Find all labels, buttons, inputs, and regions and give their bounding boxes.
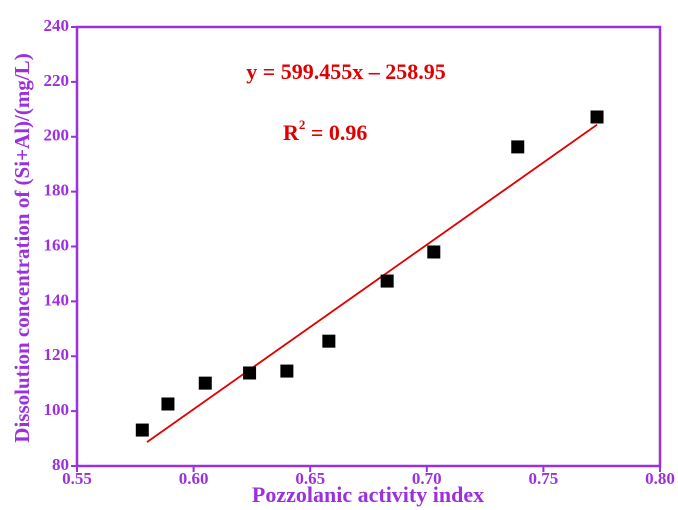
- y-tick-label: 200: [44, 126, 70, 145]
- x-tick-label: 0.60: [179, 469, 209, 488]
- y-tick-label: 180: [44, 181, 70, 200]
- equation: y = 599.455x – 258.95: [246, 59, 446, 84]
- point: [380, 274, 394, 288]
- point: [161, 397, 175, 411]
- y-axis-label: Dissolution concentration of (Si+Al)/(mg…: [10, 53, 34, 442]
- r2-base: R: [283, 120, 300, 145]
- point: [427, 245, 441, 259]
- x-tick-label: 0.70: [412, 469, 442, 488]
- y-tick-label: 140: [44, 290, 70, 309]
- point: [590, 110, 604, 124]
- x-axis-label: Pozzolanic activity index: [252, 482, 484, 507]
- r2-rest: = 0.96: [305, 120, 367, 145]
- point: [135, 423, 149, 437]
- r2-sup: 2: [299, 117, 306, 132]
- y-tick-label: 240: [44, 16, 70, 35]
- x-tick-label: 0.65: [295, 469, 325, 488]
- y-tick-label: 80: [52, 455, 69, 474]
- fit-line: [146, 123, 598, 443]
- point: [198, 376, 212, 390]
- x-tick-label: 0.80: [645, 469, 675, 488]
- r-squared: R2 = 0.96: [283, 117, 367, 145]
- y-tick-label: 220: [44, 71, 70, 90]
- point: [322, 334, 336, 348]
- point: [280, 364, 294, 378]
- x-tick-label: 0.55: [62, 469, 92, 488]
- point: [511, 140, 525, 154]
- y-tick-label: 100: [44, 400, 70, 419]
- y-tick-label: 160: [44, 235, 70, 254]
- y-tick-label: 120: [44, 345, 70, 364]
- x-tick-label: 0.75: [529, 469, 559, 488]
- point: [243, 366, 257, 380]
